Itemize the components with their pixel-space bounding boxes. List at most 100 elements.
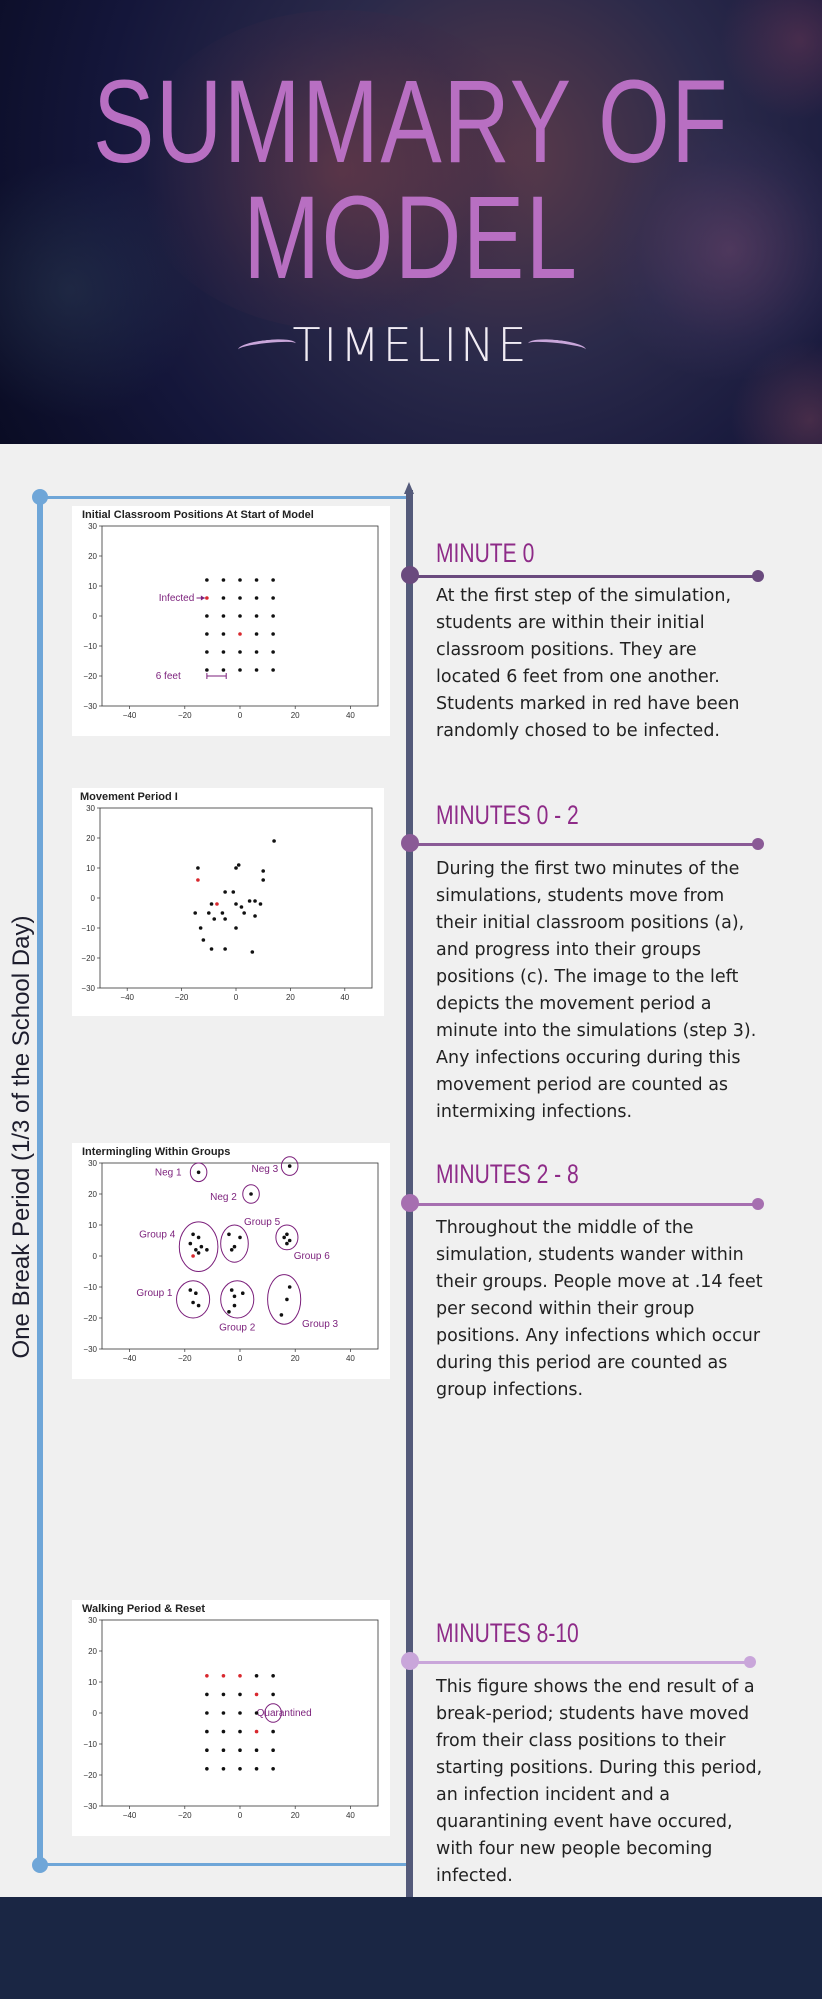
y-tick-label: 20 [88,552,97,561]
y-tick-label: 30 [86,804,95,813]
data-point [205,650,209,654]
y-tick-label: 30 [88,522,97,531]
connector-end-dot-icon [744,1656,756,1668]
y-tick-label: 0 [93,612,98,621]
data-point [212,917,217,921]
data-point [238,1729,242,1734]
y-tick-label: 10 [88,1221,97,1230]
data-point [254,1748,259,1752]
data-point [223,947,227,951]
connector-end-dot-icon [752,570,764,582]
group-circle [267,1274,302,1325]
figure-intermingling: Intermingling Within Groups −40 −20 0 20 40 30… [72,1143,390,1379]
group-circle [189,1162,208,1183]
group-label: Group 6 [294,1251,331,1262]
infected-point [238,1674,242,1678]
data-point [271,650,275,654]
data-point [231,890,236,894]
chart-title: Initial Classroom Positions At Start of … [82,509,314,521]
x-tick-label: −40 [123,711,137,720]
data-point [205,1748,209,1752]
x-tick-label: 20 [291,711,300,720]
data-point [196,1303,201,1308]
data-point [221,614,226,618]
infected-point [215,902,219,906]
data-point [227,1310,231,1314]
virus-background-image [0,160,200,420]
data-point [232,1244,237,1249]
data-point [205,614,209,618]
y-tick-label: 30 [88,1159,97,1168]
data-point [221,1729,226,1734]
figure-initial-positions: Initial Classroom Positions At Start of … [72,506,390,736]
figure-walking-reset: Walking Period & Reset −40 −20 0 20 40 30 20 10 0… [72,1600,390,1836]
data-point [227,1232,231,1237]
data-point [287,1238,292,1243]
figure-movement-period: Movement Period I −40 −20 0 20 40 30 20 10 0 −10 −2… [72,788,384,1016]
footer-bar [0,1897,822,1999]
annotation-label: 6 feet [156,671,181,682]
data-point [205,632,209,636]
group-label: Neg 3 [251,1164,278,1175]
data-point [238,668,242,672]
data-point [271,1767,275,1771]
group-label: Group 4 [139,1229,176,1240]
data-point [199,1244,204,1249]
data-point [242,911,246,915]
scatter-chart: Movement Period I −40 −20 0 20 40 30 20 10 0 −10 −2… [80,791,373,1002]
data-point [271,596,275,600]
data-point [205,1711,209,1715]
data-point [271,668,275,672]
timeline-node-icon [401,834,419,852]
data-point [285,1297,289,1302]
section-description: At the first step of the simulation, stu… [436,586,740,741]
infected-point [238,632,242,636]
x-tick-label: 40 [346,1354,355,1363]
data-point [254,632,259,636]
data-point [254,578,259,582]
x-tick-label: −40 [120,993,134,1002]
y-tick-label: 0 [93,1709,98,1718]
group-label: Neg 1 [155,1167,182,1178]
y-tick-label: 20 [88,1647,97,1656]
chart-title: Intermingling Within Groups [82,1146,230,1158]
data-point [271,614,275,618]
data-point [221,1748,226,1752]
data-point [221,632,226,636]
x-tick-label: −40 [123,1354,137,1363]
data-point [232,1294,237,1299]
y-tick-label: −20 [81,954,95,963]
timeline-node-icon [401,1194,419,1212]
y-tick-label: −20 [83,1314,97,1323]
chart-title: Walking Period & Reset [82,1603,205,1615]
data-point [253,914,257,918]
infected-point [205,1674,209,1678]
timeline-node-icon [401,1652,419,1670]
data-point [191,1300,195,1305]
x-tick-label: 40 [346,711,355,720]
data-point [221,578,226,582]
data-point [223,917,227,921]
data-point [194,1248,198,1252]
page-subtitle: TIMELINE [292,318,530,372]
data-point [287,1164,292,1168]
data-point [207,911,211,915]
scatter-chart: Initial Classroom Positions At Start of … [82,509,379,720]
section-title: MINUTES 8-10 [436,1618,579,1648]
x-tick-label: 40 [346,1811,355,1820]
data-point [250,950,255,954]
infected-point [191,1254,195,1258]
data-point [253,899,257,903]
y-tick-label: 10 [88,1678,97,1687]
data-point [234,926,238,930]
section-title: MINUTES 0 - 2 [436,800,579,830]
data-point [209,947,214,951]
data-point [196,1235,201,1240]
data-point [223,890,227,894]
y-tick-label: 10 [86,864,95,873]
y-tick-label: 10 [88,582,97,591]
page-title-line2: MODEL [243,172,579,304]
data-point [271,632,275,636]
data-point [282,1235,286,1240]
section-description: Throughout the middle of the simulation,… [436,1218,763,1400]
